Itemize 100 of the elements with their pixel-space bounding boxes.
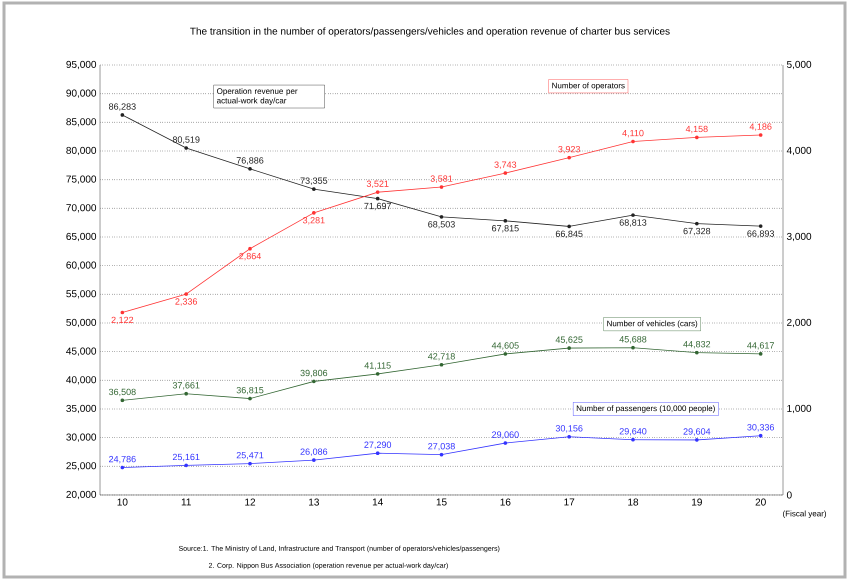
- point: [440, 362, 444, 367]
- data-label: 3,923: [558, 146, 580, 154]
- y-tick-label: 55,000: [66, 290, 96, 298]
- point: [312, 458, 316, 462]
- point: [248, 396, 252, 400]
- text: Operation revenue per actual-work day/car: [217, 88, 298, 106]
- point: [504, 441, 508, 445]
- data-label: 4,186: [750, 123, 772, 131]
- point: [248, 246, 252, 250]
- data-label: 36,508: [108, 388, 136, 396]
- data-label: 42,718: [428, 353, 455, 361]
- point: [120, 113, 124, 117]
- point: [184, 464, 188, 468]
- x-tick-label: 19: [692, 498, 702, 506]
- point: [567, 156, 571, 160]
- data-label: 67,815: [492, 225, 519, 232]
- data-label: 86,283: [108, 103, 136, 111]
- y-tick-label: 95,000: [66, 60, 96, 70]
- y-tick-label: 75,000: [66, 176, 96, 184]
- point: [631, 438, 635, 442]
- data-label: 3,581: [430, 175, 452, 183]
- y-tick-label: 20,000: [66, 490, 96, 500]
- point: [376, 190, 380, 194]
- data-label: 45,625: [556, 336, 583, 344]
- data-label: 66,893: [747, 230, 774, 238]
- y-tick-label: 80,000: [66, 146, 96, 156]
- data-label: 39,806: [300, 370, 328, 378]
- data-label: 26,086: [300, 448, 328, 456]
- y2-tick-label: 0: [786, 491, 792, 499]
- point: [758, 133, 762, 137]
- data-label: 25,471: [236, 452, 264, 460]
- y-tick-label: 30,000: [66, 434, 96, 442]
- y-tick-label: 60,000: [66, 262, 96, 270]
- point: [376, 372, 380, 376]
- data-label: 44,832: [683, 340, 710, 348]
- y-tick-label: 65,000: [66, 232, 96, 242]
- y-tick-label: 45,000: [66, 348, 96, 356]
- point: [567, 224, 571, 228]
- point: [440, 215, 444, 219]
- data-label: 2,336: [175, 298, 198, 306]
- data-label: 66,845: [556, 230, 583, 238]
- data-label: 36,815: [236, 386, 264, 394]
- x-tick-label: 14: [372, 498, 383, 506]
- y-tick-label: 85,000: [66, 118, 96, 126]
- data-label: 3,281: [302, 217, 325, 224]
- point: [440, 185, 444, 189]
- data-label: 3,521: [366, 180, 388, 188]
- point: [248, 462, 252, 466]
- x-tick-label: 13: [309, 498, 319, 506]
- x-tick-label: 11: [182, 498, 191, 506]
- point: [695, 350, 699, 354]
- point: [440, 452, 444, 456]
- y2-tick-label: 5,000: [786, 60, 812, 70]
- point: [184, 392, 188, 396]
- point: [758, 224, 762, 228]
- point: [631, 140, 635, 144]
- x-tick-label: 12: [245, 498, 256, 506]
- x-tick-label: 18: [628, 498, 638, 506]
- data-label: 80,519: [172, 136, 200, 144]
- point: [376, 196, 380, 200]
- y2-tick-label: 2,000: [787, 318, 812, 328]
- point: [504, 171, 508, 175]
- data-label: 68,813: [620, 219, 646, 227]
- point: [184, 146, 188, 150]
- x-tick-label: 16: [500, 498, 510, 506]
- data-label: 41,115: [364, 362, 391, 370]
- y-tick-label: 50,000: [66, 318, 96, 328]
- y2-tick-label: 3,000: [786, 232, 812, 242]
- data-label: 73,355: [300, 177, 328, 185]
- x-axis-title: (Fiscal year): [783, 510, 826, 518]
- data-label: 45,688: [619, 336, 646, 344]
- y-tick-label: 90,000: [66, 90, 96, 98]
- point: [312, 380, 316, 384]
- data-label: 30,156: [556, 425, 583, 433]
- data-label: 3,743: [494, 161, 516, 169]
- data-label: 29,604: [684, 428, 710, 436]
- data-label: 27,038: [428, 442, 455, 450]
- point: [758, 352, 762, 356]
- x-tick-label: 20: [756, 498, 766, 506]
- point: [248, 167, 252, 171]
- data-label: 68,503: [428, 221, 455, 229]
- point: [567, 434, 571, 439]
- data-label: 2,122: [112, 316, 134, 324]
- y-tick-label: 35,000: [66, 404, 96, 414]
- point: [695, 438, 699, 442]
- chart-title: The transition in the number of operators/passengers/vehicles and operation revenue of charter bus services: [190, 27, 670, 37]
- data-label: 2,864: [239, 252, 262, 260]
- text: Number of passengers (10,000 people): [576, 405, 715, 413]
- data-label: 44,605: [492, 342, 519, 350]
- point: [631, 346, 635, 350]
- data-label: 37,661: [172, 382, 200, 390]
- point: [758, 434, 762, 438]
- data-label: 29,640: [620, 428, 646, 436]
- text: Number of operators: [552, 82, 625, 90]
- point: [695, 222, 699, 226]
- y2-tick-label: 4,000: [786, 146, 812, 156]
- point: [312, 187, 316, 191]
- point: [376, 451, 380, 455]
- y-tick-label: 25,000: [66, 462, 96, 470]
- y-tick-label: 70,000: [66, 204, 96, 212]
